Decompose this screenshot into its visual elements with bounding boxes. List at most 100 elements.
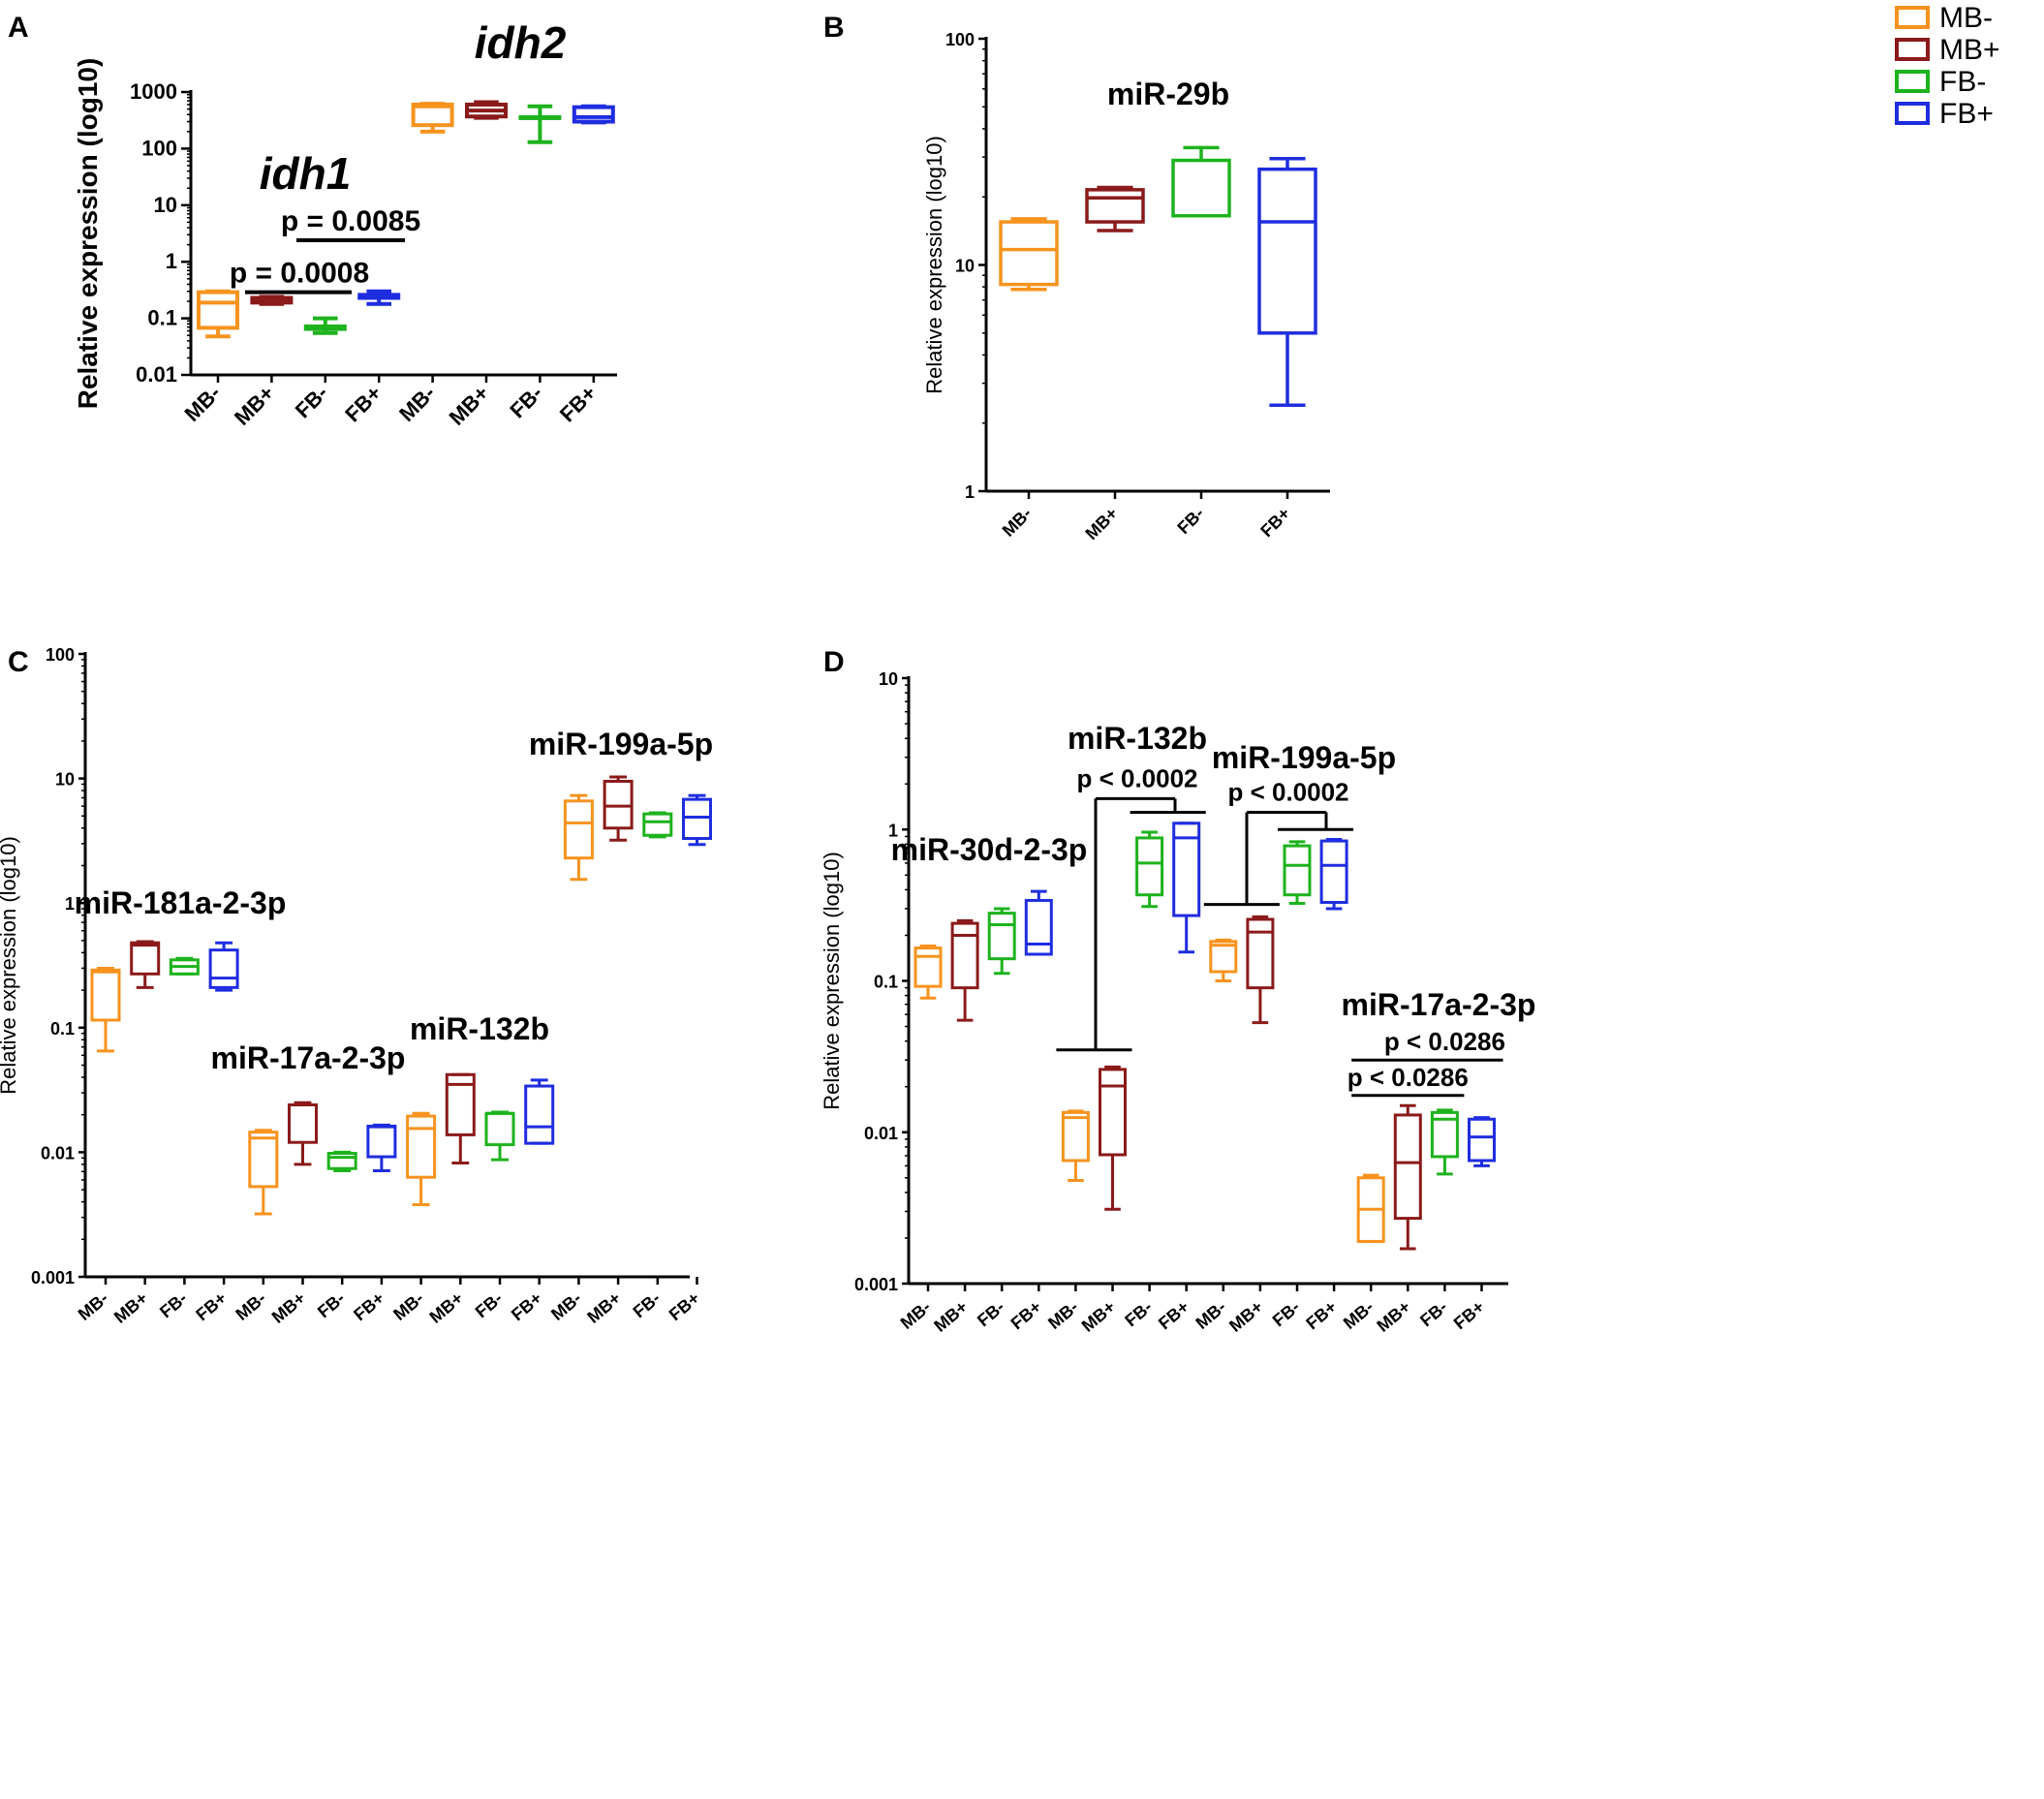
box-iqr <box>1209 940 1238 974</box>
box-iqr <box>1319 839 1348 904</box>
x-tick-label: MB- <box>179 381 225 426</box>
legend-item-MB-: MB- <box>1895 2 1993 34</box>
x-tick-label: FB+ <box>192 1288 230 1325</box>
box-iqr <box>445 1072 476 1136</box>
box-iqr <box>1246 917 1275 990</box>
box-iqr <box>366 1124 397 1159</box>
box-iqr <box>288 1103 318 1144</box>
box-iqr <box>603 779 634 830</box>
box-idh1-FB- <box>303 316 347 335</box>
box-iqr <box>130 941 161 976</box>
x-tick-label: MB- <box>394 381 440 426</box>
p-value-label: p = 0.0085 <box>281 205 420 237</box>
box-iqr <box>248 1131 279 1189</box>
x-tick-label: MB+ <box>1078 1297 1119 1336</box>
y-tick-label: 100 <box>141 136 177 160</box>
y-tick-label: 0.01 <box>864 1124 898 1143</box>
box-miR-132b-FB- <box>484 1110 515 1162</box>
legend-label: FB+ <box>1939 98 1994 130</box>
legend-swatch <box>1895 102 1930 125</box>
box-miR-29b-FB+ <box>1257 157 1317 407</box>
y-axis-label: Relative expression (log10) <box>820 852 844 1110</box>
y-tick-label: 1 <box>888 821 898 840</box>
x-tick-label: MB- <box>1192 1297 1229 1333</box>
legend-swatch <box>1895 70 1930 93</box>
box-miR-199a-5p-MB+ <box>1246 915 1275 1025</box>
y-tick-label: 0.1 <box>50 1019 75 1039</box>
box-miR-199a-5p-MB- <box>563 793 594 882</box>
y-tick-label: 0.01 <box>41 1143 75 1163</box>
box-miR-29b-FB- <box>1171 145 1231 218</box>
x-tick-label: MB+ <box>445 381 494 430</box>
box-miR-17a-2-3p-FB+ <box>366 1123 397 1173</box>
box-iqr <box>1393 1113 1422 1221</box>
box-iqr <box>682 797 712 841</box>
panel-d: D 0.001 0.01 0.1 1 10 Relative expression (log… <box>820 646 1535 1336</box>
box-miR-132b-FB- <box>1135 830 1164 909</box>
y-tick-label: 1 <box>965 482 975 502</box>
x-tick-label: MB- <box>389 1288 427 1324</box>
group-label: miR-29b <box>1107 77 1229 111</box>
panel-letter-a: A <box>8 12 29 44</box>
box-iqr <box>1099 1068 1127 1157</box>
box-iqr <box>1172 822 1201 917</box>
box-miR-30d-2-3p-FB- <box>987 907 1016 976</box>
y-tick-label: 10 <box>955 257 975 276</box>
y-tick-label: 0.01 <box>136 362 177 387</box>
p-value-label: p < 0.0002 <box>1076 763 1197 792</box>
x-tick-label: MB- <box>232 1288 269 1324</box>
y-axis-label: Relative expression (log10) <box>922 136 946 394</box>
x-tick-label: MB- <box>999 504 1036 541</box>
panel-a: A 0.01 0.1 1 10 100 1000 Relative expression (l… <box>8 12 617 430</box>
box-miR-17a-2-3p-FB+ <box>1468 1116 1496 1167</box>
group-label: idh2 <box>475 17 567 68</box>
legend-label: FB- <box>1939 66 1986 98</box>
box-iqr <box>406 1114 437 1179</box>
legend-swatch <box>1895 6 1930 29</box>
box-miR-199a-5p-FB- <box>642 811 673 839</box>
x-tick-label: MB+ <box>1081 504 1121 543</box>
x-tick-label: MB- <box>547 1288 585 1324</box>
y-tick-label: 1 <box>65 894 75 914</box>
p-value-label: p < 0.0286 <box>1384 1027 1505 1056</box>
x-tick-label: MB- <box>75 1288 112 1324</box>
panel-c: C 0.001 0.01 0.1 1 10 100 Relative expression (… <box>0 645 713 1327</box>
legend-swatch <box>1895 38 1930 61</box>
x-tick-label: FB- <box>1269 1297 1304 1331</box>
x-tick-label: MB- <box>1044 1297 1082 1333</box>
x-tick-label: FB- <box>1416 1297 1451 1331</box>
panel-letter-c: C <box>8 646 29 678</box>
box-iqr <box>326 1152 357 1170</box>
box-miR-181a-2-3p-FB+ <box>208 941 239 992</box>
box-miR-181a-2-3p-MB- <box>90 966 121 1053</box>
group-label: miR-17a-2-3p <box>1342 987 1536 1022</box>
box-miR-132b-MB- <box>1061 1109 1090 1183</box>
box-iqr <box>1283 844 1312 897</box>
box-miR-17a-2-3p-MB+ <box>1393 1103 1422 1251</box>
x-tick-label: FB- <box>974 1297 1008 1331</box>
box-miR-132b-FB+ <box>524 1078 555 1145</box>
box-iqr <box>642 812 673 837</box>
box-iqr <box>914 946 943 988</box>
box-iqr <box>1061 1110 1090 1163</box>
x-tick-label: FB+ <box>1155 1297 1192 1334</box>
x-tick-label: MB+ <box>268 1288 309 1327</box>
y-axis-label: Relative expression (log10) <box>0 836 20 1095</box>
y-tick-label: 10 <box>879 669 898 689</box>
box-iqr <box>1135 836 1164 897</box>
box-miR-181a-2-3p-FB- <box>169 956 200 976</box>
x-tick-label: FB+ <box>1450 1297 1488 1334</box>
x-tick-label: FB- <box>156 1288 191 1322</box>
x-tick-label: FB+ <box>1302 1297 1340 1334</box>
box-idh2-MB- <box>411 102 454 134</box>
legend: MB-MB+FB-FB+ <box>1895 2 2000 130</box>
box-miR-199a-5p-FB+ <box>682 793 712 847</box>
box-iqr <box>1024 898 1053 956</box>
y-tick-label: 100 <box>46 645 75 665</box>
y-axis-label: Relative expression (log10) <box>73 58 103 410</box>
box-idh2-MB+ <box>465 100 508 120</box>
box-iqr <box>484 1111 515 1147</box>
panel-b: B 1 10 100 Relative expression (log10) MB- MB+… <box>823 12 1330 543</box>
box-iqr <box>563 799 594 860</box>
